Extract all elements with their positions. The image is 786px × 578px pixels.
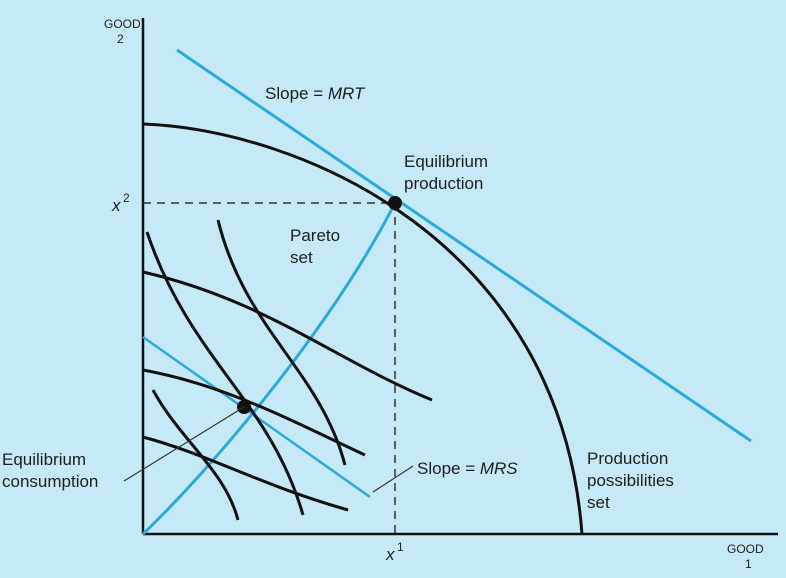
x2-tick-sup: 2 [123, 191, 130, 205]
ppf-label-line2: possibilities [587, 471, 674, 490]
production-possibilities-frontier [142, 122, 584, 535]
y-axis-subscript: 2 [117, 32, 124, 46]
indifference-curve-b3 [216, 219, 347, 466]
mrs-pointer-line [372, 465, 414, 493]
pareto-set-label-line2: set [290, 248, 313, 267]
x1-tick-sup: 1 [397, 540, 404, 554]
indifference-curve-a1 [142, 435, 349, 512]
x-axis-label: GOOD [727, 542, 764, 556]
y-axis-label: GOOD [104, 17, 141, 31]
equilibrium-consumption-label-line2: consumption [2, 472, 98, 491]
ppf-label-line3: set [587, 493, 610, 512]
equilibrium-consumption-label-line1: Equilibrium [2, 450, 86, 469]
indifference-curve-b1 [151, 389, 240, 521]
indifference-curve-a3 [142, 270, 433, 402]
slope-mrt-label: Slope = MRT [265, 84, 366, 103]
equilibrium-production-label-line2: production [404, 174, 483, 193]
mrt-tangent-line [176, 48, 752, 443]
equilibrium-production-label-line1: Equilibrium [404, 152, 488, 171]
consumption-pointer-line [123, 406, 245, 482]
indifference-curve-b2 [145, 231, 305, 516]
x-axis-subscript: 1 [745, 557, 752, 571]
pareto-set-curve [141, 202, 397, 536]
ppf-label-line1: Production [587, 449, 668, 468]
x2-tick-var: x [111, 196, 121, 215]
x1-tick-var: x [385, 545, 395, 564]
equilibrium-production-point [388, 196, 402, 210]
pareto-set-label-line1: Pareto [290, 226, 340, 245]
slope-mrs-label: Slope = MRS [417, 459, 518, 478]
